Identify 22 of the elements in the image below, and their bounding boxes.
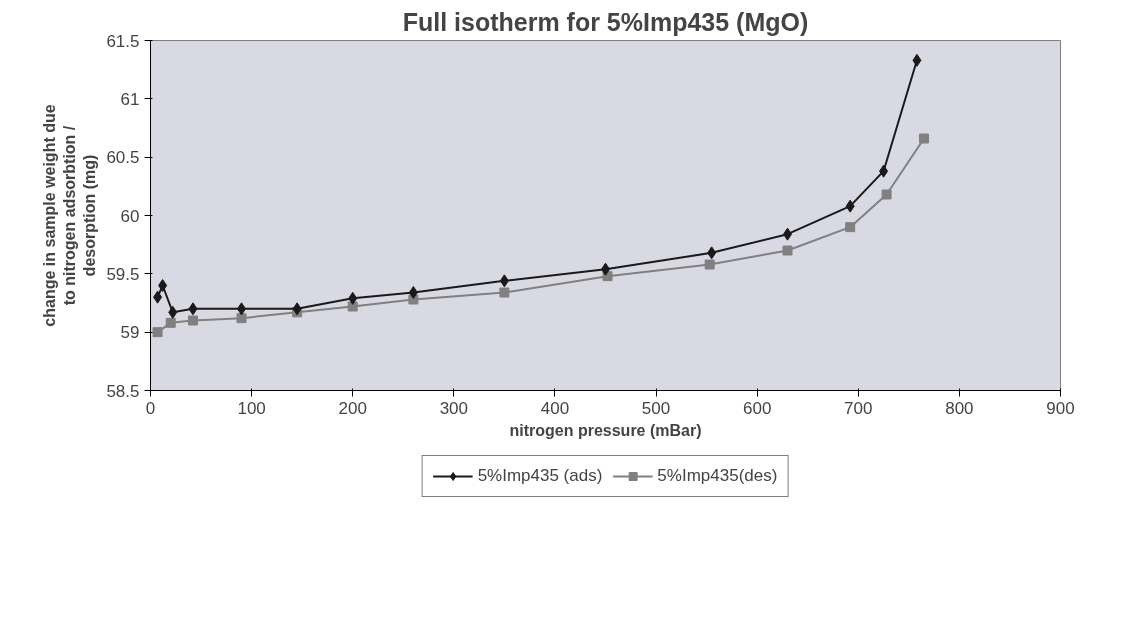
legend-label: 5%Imp435(des) [657,466,778,486]
y-tick-label: 58.5 [106,381,140,401]
y-tick-label: 61.5 [106,31,140,51]
x-tick-label: 500 [641,398,671,418]
x-tick-label: 900 [1046,398,1075,418]
y-tick-label: 59.5 [106,264,140,284]
y-tick-label: 59 [120,323,140,343]
x-tick-label: 300 [439,398,469,418]
x-tick-label: 400 [540,398,570,418]
legend-label: 5%Imp435 (ads) [477,466,603,486]
x-tick-label: 600 [742,398,772,418]
y-tick-label: 60 [120,206,140,226]
x-tick-label: 0 [145,398,156,418]
x-tick-label: 800 [945,398,974,418]
x-tick-label: 200 [338,398,367,418]
chart-title: Full isotherm for 5%Imp435 (MgO) [402,7,809,36]
y-axis-title: change in sample weight due to nitrogen adsorbtion / desorption (mg) [40,104,99,327]
y-tick-label: 61 [120,89,140,109]
x-tick-label: 700 [844,398,873,418]
y-tick-label: 60.5 [106,148,140,168]
x-axis-title: nitrogen pressure (mBar) [509,421,702,439]
x-tick-label: 100 [237,398,266,418]
